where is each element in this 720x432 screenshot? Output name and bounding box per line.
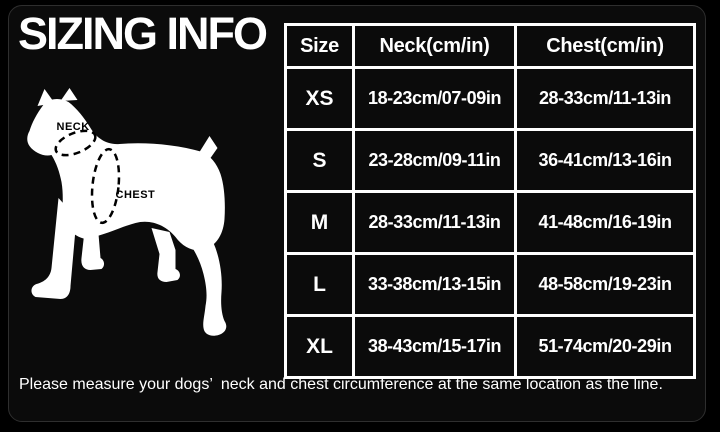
- table-row: S 23-28cm/09-11in 36-41cm/13-16in: [284, 128, 696, 193]
- table-row: M 28-33cm/11-13in 41-48cm/16-19in: [284, 190, 696, 255]
- cell-neck: 38-43cm/15-17in: [352, 314, 517, 379]
- table-row: XL 38-43cm/15-17in 51-74cm/20-29in: [284, 314, 696, 379]
- cell-chest: 51-74cm/20-29in: [514, 314, 696, 379]
- cell-size: XL: [284, 314, 355, 379]
- cell-neck: 33-38cm/13-15in: [352, 252, 517, 317]
- cell-size: L: [284, 252, 355, 317]
- cell-size: XS: [284, 66, 355, 131]
- measurement-note: Please measure your dogs’ neck and chest…: [19, 376, 663, 393]
- cell-neck: 18-23cm/07-09in: [352, 66, 517, 131]
- cell-size: S: [284, 128, 355, 193]
- table-row: L 33-38cm/13-15in 48-58cm/19-23in: [284, 252, 696, 317]
- cell-neck: 28-33cm/11-13in: [352, 190, 517, 255]
- chest-label: CHEST: [116, 189, 156, 201]
- sizing-table: Size Neck(cm/in) Chest(cm/in) XS 18-23cm…: [284, 23, 696, 379]
- cell-chest: 28-33cm/11-13in: [514, 66, 696, 131]
- sizing-panel: SIZING INFO NECK CHEST Size Neck: [8, 5, 706, 422]
- table-header-row: Size Neck(cm/in) Chest(cm/in): [284, 23, 696, 69]
- cell-chest: 41-48cm/16-19in: [514, 190, 696, 255]
- dog-measurement-diagram: NECK CHEST: [27, 88, 227, 336]
- cell-size: M: [284, 190, 355, 255]
- table-row: XS 18-23cm/07-09in 28-33cm/11-13in: [284, 66, 696, 131]
- col-header-chest: Chest(cm/in): [514, 23, 696, 69]
- dog-silhouette-icon: [27, 88, 227, 336]
- page-title: SIZING INFO: [18, 8, 268, 59]
- cell-neck: 23-28cm/09-11in: [352, 128, 517, 193]
- cell-chest: 48-58cm/19-23in: [514, 252, 696, 317]
- neck-label: NECK: [57, 121, 90, 133]
- neck-measure-line: [54, 129, 97, 157]
- cell-chest: 36-41cm/13-16in: [514, 128, 696, 193]
- chest-measure-line: [90, 147, 121, 225]
- col-header-size: Size: [284, 23, 355, 69]
- col-header-neck: Neck(cm/in): [352, 23, 517, 69]
